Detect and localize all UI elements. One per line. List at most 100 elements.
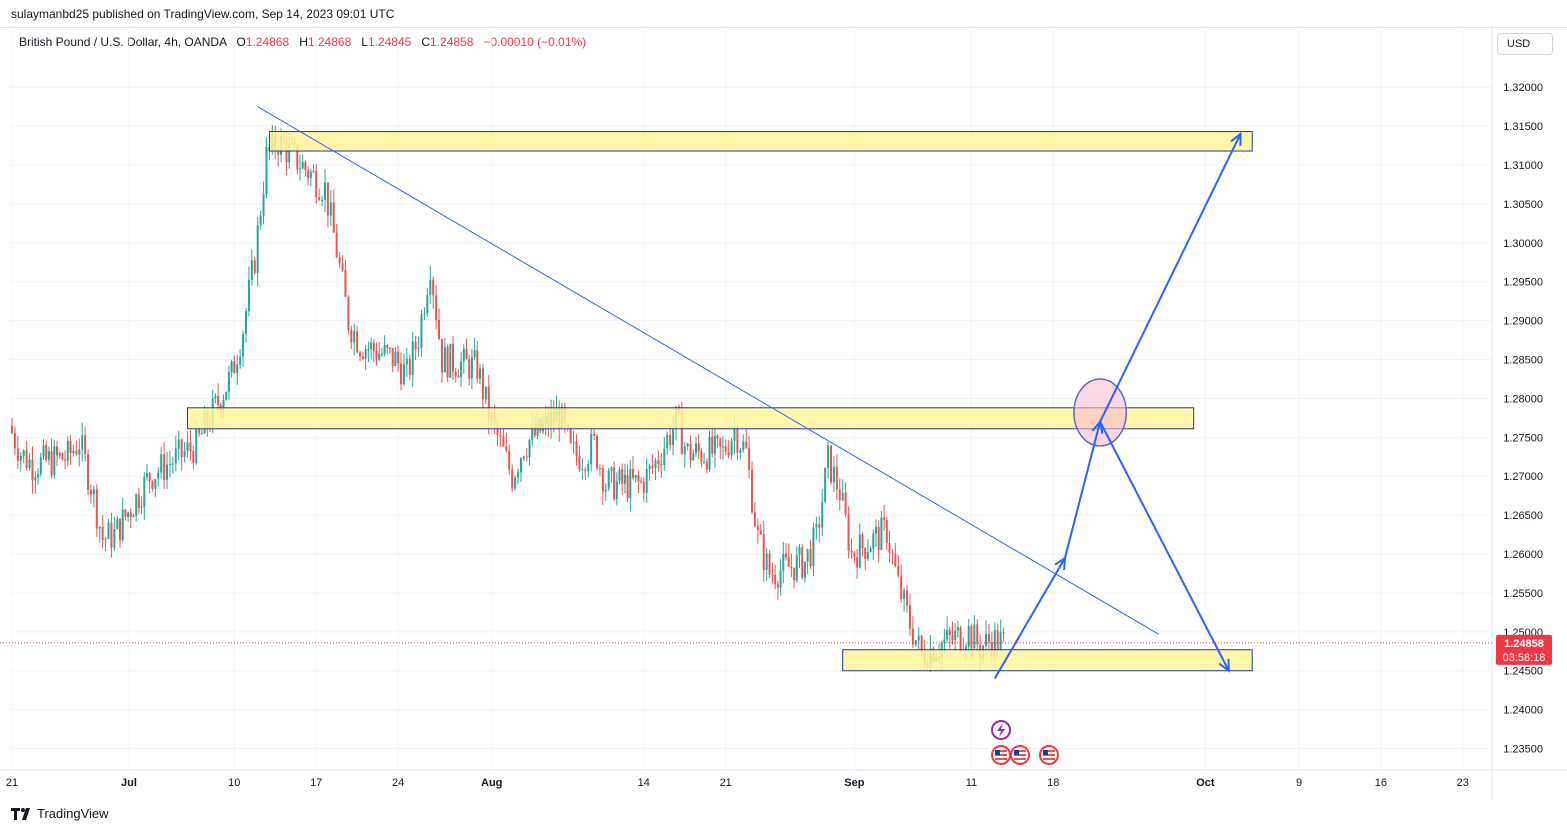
candle-body [824, 467, 827, 503]
candle-body [903, 590, 906, 599]
candle-body [87, 453, 90, 490]
candle-body [307, 169, 310, 179]
flag-stripe-white [995, 752, 1007, 754]
candle-body [323, 182, 326, 200]
candle-body [163, 454, 166, 480]
candle-body [806, 549, 809, 562]
candle-body [124, 509, 127, 517]
candle-body [785, 553, 787, 558]
candle-body [891, 552, 894, 554]
candle-body [528, 439, 531, 457]
flag-stripe-white [1043, 756, 1055, 758]
candle-body [78, 449, 81, 455]
candle-body [818, 524, 821, 528]
tradingview-logo[interactable]: TradingView [11, 806, 109, 821]
candle-body [604, 489, 607, 492]
candle-body [11, 425, 13, 433]
candle-body [81, 435, 84, 450]
price-tick-label: 1.30000 [1503, 238, 1543, 250]
candle-body [999, 632, 1002, 651]
candle-body [672, 428, 675, 445]
candle-body [180, 439, 183, 457]
candle-body [793, 567, 796, 581]
candle-body [645, 468, 648, 493]
candle-body [288, 143, 291, 163]
time-tick-label: 21 [720, 777, 732, 789]
highlight-ellipse [1073, 378, 1128, 447]
price-tick-label: 1.24000 [1503, 705, 1543, 717]
candle-body [572, 441, 575, 443]
candle-body [66, 440, 69, 461]
price-tick-label: 1.28500 [1503, 355, 1543, 367]
candle-body [954, 630, 957, 641]
candle-body [711, 436, 714, 454]
symbol-legend: British Pound / U.S. Dollar, 4h, OANDA O… [19, 35, 586, 49]
support-resistance-zone [268, 131, 1253, 152]
candle-body [177, 439, 180, 449]
candle-body [519, 458, 522, 473]
candle-body [578, 455, 581, 470]
projection-arrowhead [1054, 555, 1067, 570]
candle-body [296, 144, 299, 170]
candle-body [89, 489, 92, 494]
candle-body [827, 445, 830, 468]
candle-body [452, 343, 454, 372]
descending-trendline [257, 106, 1159, 635]
candle-body [481, 368, 484, 400]
candle-body [993, 629, 996, 657]
candle-body [598, 468, 601, 470]
candle-body [394, 351, 397, 366]
high-value: 1.24868 [307, 35, 352, 49]
candle-body [911, 628, 914, 645]
candle-body [569, 428, 572, 443]
time-tick-label: 17 [310, 777, 322, 789]
candle-body [186, 442, 189, 451]
flag-stripes [1043, 750, 1055, 760]
candle-body [25, 450, 28, 469]
candle-body [402, 364, 405, 385]
time-tick-label: Jul [121, 777, 137, 789]
candle-body [426, 295, 429, 314]
candle-body [22, 450, 25, 457]
candle-body [856, 556, 859, 568]
time-tick-label: 10 [228, 777, 240, 789]
currency-button[interactable]: USD [1497, 33, 1553, 55]
candle-body [195, 427, 198, 463]
candle-body [200, 433, 203, 435]
tradingview-logo-icon [11, 807, 30, 820]
candle-body [864, 548, 867, 559]
candle-body [762, 533, 765, 570]
candle-body [222, 399, 225, 412]
candle-body [787, 557, 790, 567]
candle-body [151, 481, 154, 489]
candle-body [135, 494, 138, 516]
candle-body [148, 473, 151, 482]
candle-body [107, 522, 110, 539]
candle-body [309, 171, 312, 179]
candle-body [790, 566, 793, 568]
candle-body [593, 433, 596, 436]
candle-body [654, 460, 657, 469]
flag-stripes [995, 750, 1007, 760]
candle-body [400, 363, 403, 385]
time-tick-label: 21 [6, 777, 18, 789]
candle-body [104, 538, 107, 541]
flag-stripe-white [995, 756, 1007, 758]
candle-body [465, 348, 468, 360]
candle-body [239, 356, 242, 365]
candle-body [651, 465, 654, 469]
high-label: H [299, 35, 308, 49]
candle-body [372, 342, 375, 352]
candle-body [724, 446, 727, 453]
candle-body [440, 338, 443, 373]
candle-body [815, 524, 818, 528]
candle-body [835, 466, 838, 490]
candle-body [245, 311, 247, 334]
candle-body [943, 639, 946, 644]
candle-body [745, 441, 748, 448]
candle-body [809, 549, 812, 567]
candle-body [380, 353, 383, 355]
candle-body [53, 446, 56, 476]
candle-body [299, 168, 301, 170]
